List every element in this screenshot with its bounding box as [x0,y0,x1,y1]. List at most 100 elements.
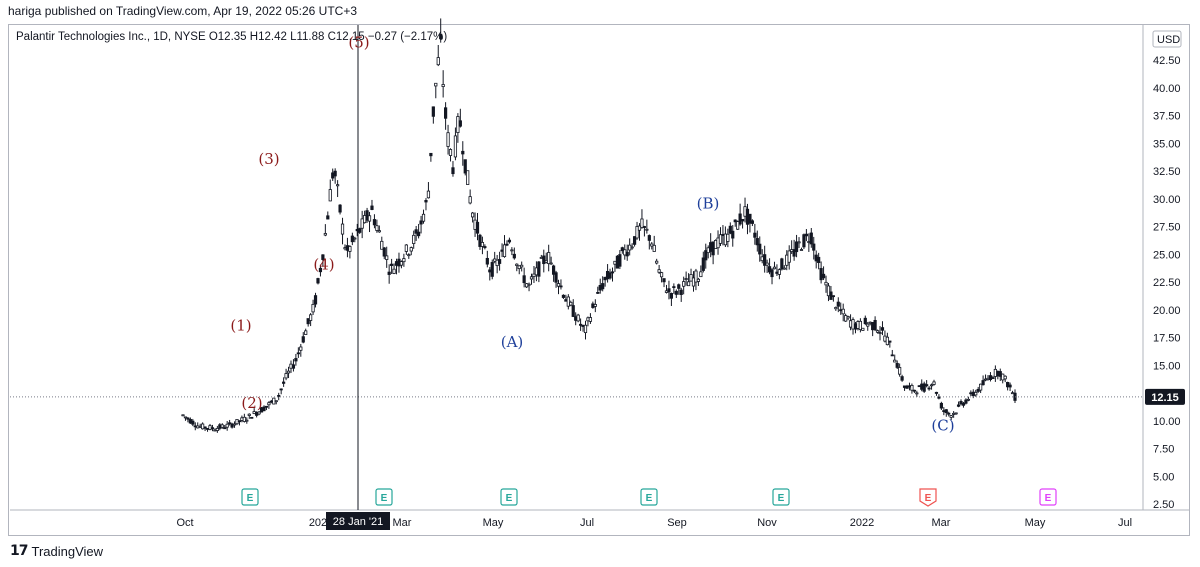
earnings-marker-icon [241,488,259,506]
candle-body [949,415,953,418]
candle-body [809,232,813,245]
candle-body [763,254,767,266]
candle-body [498,259,502,264]
x-tick-label: 2022 [850,517,874,529]
last-price-label: 12.15 [1151,392,1179,404]
earnings-marker-icon [375,488,393,506]
candle-body [947,412,951,415]
candle-body [669,293,674,299]
candle-body [942,410,946,413]
candle-body [277,395,281,397]
candle-body [213,429,217,432]
candle-body [848,320,853,328]
candle-body [515,263,519,266]
candle-body [574,316,578,321]
candle-body [426,190,431,199]
candle-body [483,246,487,249]
chart-frame[interactable] [8,24,1190,536]
candle-body [282,381,286,384]
candle-body [777,269,781,275]
candle-body [664,290,669,293]
candle-body [458,120,462,127]
candle-body [650,243,654,247]
candle-body [267,402,271,406]
candle-body [478,234,482,247]
candle-body [296,352,300,355]
candle-body [318,267,323,273]
candle-body [493,258,497,262]
candle-body [900,376,904,381]
candle-body [925,384,929,387]
candle-body [959,401,963,405]
candle-body [294,358,298,362]
candle-body [652,244,656,252]
candle-body [279,388,283,391]
candle-body [927,387,931,390]
candle-body [890,354,894,357]
tradingview-logo[interactable]: 17 TradingView [10,543,103,559]
candle-body [188,419,192,424]
candle-body [758,243,762,255]
candle-body [215,428,219,431]
candle-body [920,383,924,390]
candle-body [205,428,210,430]
candle-body [225,423,229,428]
candle-body [988,375,993,380]
candle-body [434,82,438,87]
legend-change: −0.27 (−2.17%) [367,31,448,43]
candle-body [709,242,713,252]
candle-body [382,247,386,257]
candle-body [311,303,315,313]
candle-body [998,371,1002,377]
candle-body [785,254,789,266]
candle-body [529,276,534,280]
candle-body [348,246,352,252]
candle-body [208,425,212,430]
candle-body [183,416,188,419]
candle-body [414,229,418,234]
candle-body [321,254,325,260]
candle-body [858,320,862,330]
candle-body [340,223,345,235]
candle-body [655,260,659,264]
candle-body [682,281,686,287]
candle-body [826,285,831,297]
candle-body [743,206,747,217]
candle-body [419,220,423,225]
candle-body [203,426,207,429]
candle-body [399,261,404,266]
candle-body [561,294,566,298]
candle-body [866,323,870,327]
candle-body [645,228,649,231]
candle-body [387,271,391,275]
candle-body [657,269,661,273]
candle-body [309,314,313,321]
candle-body [345,245,350,251]
candle-body [365,210,369,221]
candle-body [731,230,735,239]
candle-body [471,212,475,218]
candle-body [883,335,887,342]
candle-body [740,218,745,222]
candle-body [569,301,573,306]
candle-body [834,307,838,310]
candle-body [220,424,224,428]
candle-body [534,267,539,276]
candle-body [799,249,804,251]
candle-body [934,391,939,394]
candle-body [326,215,330,220]
y-tick-label: 20.00 [1153,305,1181,317]
candle-body [436,57,440,66]
candle-body [787,250,791,263]
candle-body [861,327,865,331]
candle-body [429,152,433,157]
wave-label-primary: (4) [313,255,334,273]
x-tick-label: Jul [580,517,594,529]
candle-body [473,219,477,230]
candle-body [733,219,737,223]
candle-body [456,116,460,133]
candle-body [495,259,499,267]
candle-body [961,402,966,406]
earnings-marker-icon [500,488,518,506]
